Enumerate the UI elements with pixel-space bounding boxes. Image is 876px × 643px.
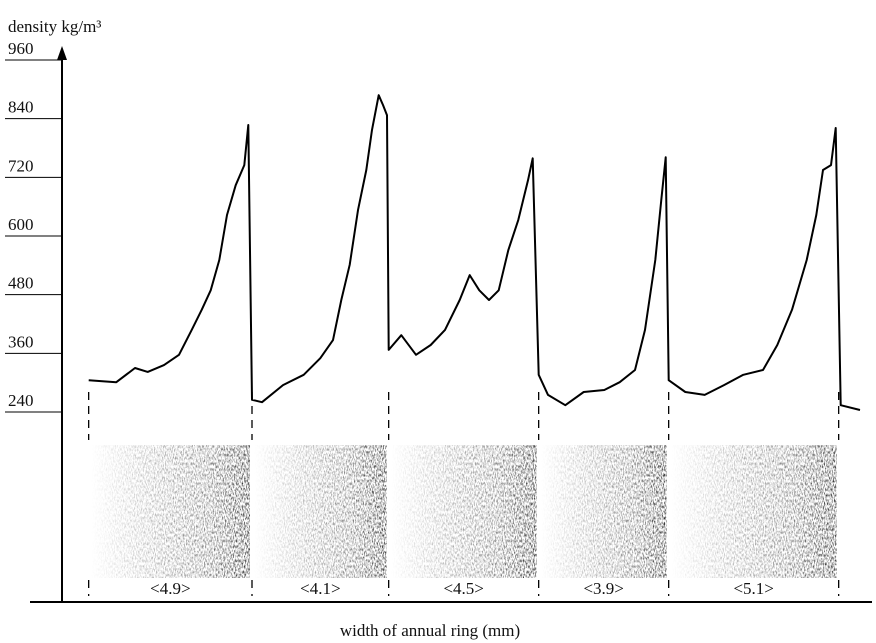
ring-image (390, 445, 537, 578)
ring-label: <4.5> (443, 579, 483, 598)
y-tick-label: 600 (8, 215, 34, 234)
y-tick-label: 840 (8, 98, 34, 117)
ring-image (540, 445, 667, 578)
x-axis-label: width of annual ring (mm) (340, 621, 520, 640)
ring-image (254, 445, 387, 578)
y-tick-label: 720 (8, 156, 34, 175)
y-axis-arrow (57, 46, 67, 60)
y-tick-label: 360 (8, 332, 34, 351)
ring-label: <4.9> (150, 579, 190, 598)
density-line (88, 94, 861, 411)
y-tick-label: 960 (8, 39, 34, 58)
y-tick-label: 480 (8, 274, 34, 293)
ring-label: <4.1> (300, 579, 340, 598)
ring-label: <5.1> (733, 579, 773, 598)
ring-label: <3.9> (583, 579, 623, 598)
ring-image (670, 445, 837, 578)
y-tick-label: 240 (8, 391, 34, 410)
ring-image (90, 445, 251, 578)
y-axis-label: density kg/m³ (8, 17, 101, 36)
